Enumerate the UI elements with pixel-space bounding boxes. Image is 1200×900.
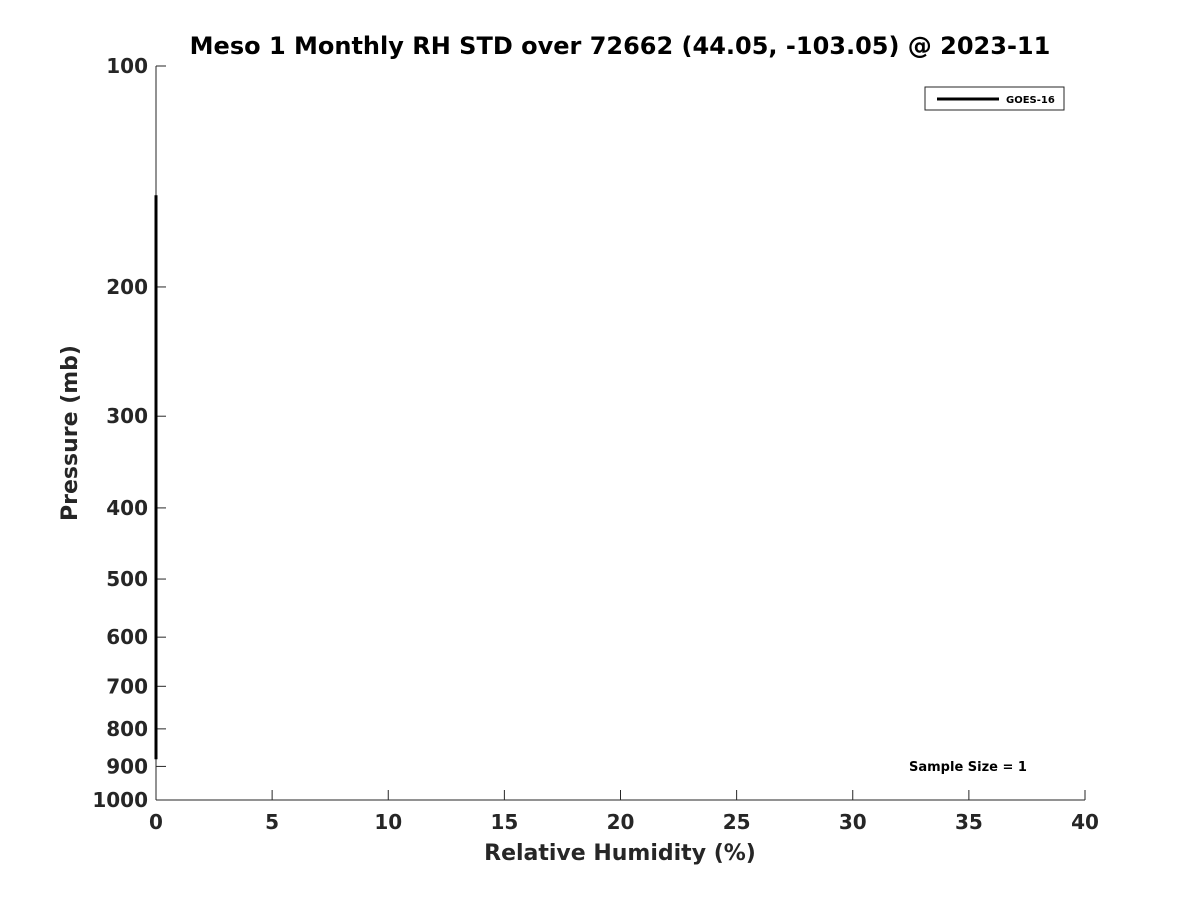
x-tick-label: 25 xyxy=(723,810,751,834)
y-tick-label: 600 xyxy=(106,625,148,649)
x-tick-label: 40 xyxy=(1071,810,1099,834)
y-tick-label: 500 xyxy=(106,567,148,591)
plot-area: 0 5 10 15 20 25 30 35 40 100 200 300 400 500 600 700 80… xyxy=(92,54,1099,834)
y-tick-label: 1000 xyxy=(92,788,148,812)
legend: GOES-16 xyxy=(924,86,1065,111)
y-tick-label: 400 xyxy=(106,496,148,520)
x-tick-label: 0 xyxy=(149,810,163,834)
sample-size-annotation: Sample Size = 1 xyxy=(909,760,1027,775)
x-tick-label: 20 xyxy=(607,810,635,834)
y-tick-label: 200 xyxy=(106,275,148,299)
y-tick-label: 100 xyxy=(106,54,148,78)
y-tick-label: 300 xyxy=(106,404,148,428)
x-axis-ticks: 0 5 10 15 20 25 30 35 40 xyxy=(149,790,1099,834)
x-tick-label: 10 xyxy=(374,810,402,834)
y-tick-label: 900 xyxy=(106,754,148,778)
x-tick-label: 5 xyxy=(265,810,279,834)
y-axis-label: Pressure (mb) xyxy=(58,345,83,521)
y-tick-label: 700 xyxy=(106,674,148,698)
x-tick-label: 15 xyxy=(490,810,518,834)
legend-label: GOES-16 xyxy=(1006,95,1055,106)
x-axis-label: Relative Humidity (%) xyxy=(484,841,756,866)
chart-title: Meso 1 Monthly RH STD over 72662 (44.05,… xyxy=(190,32,1051,60)
y-tick-label: 800 xyxy=(106,717,148,741)
x-tick-label: 30 xyxy=(839,810,867,834)
y-axis-ticks: 100 200 300 400 500 600 700 800 900 1000 xyxy=(92,54,166,812)
x-tick-label: 35 xyxy=(955,810,983,834)
